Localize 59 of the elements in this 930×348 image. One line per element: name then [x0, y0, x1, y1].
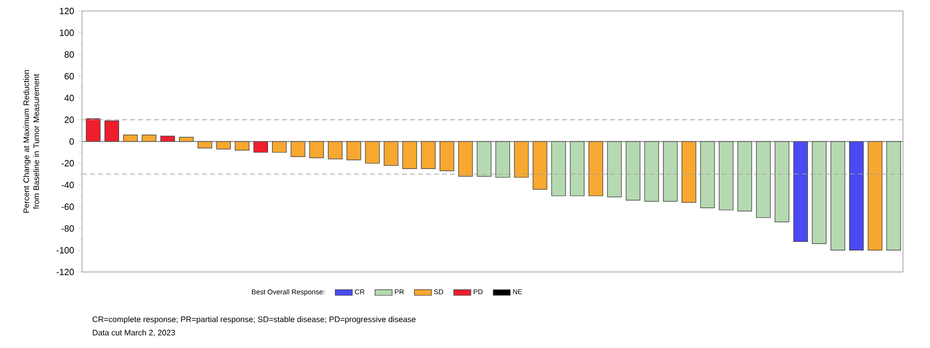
- bar: [346, 141, 362, 160]
- y-tick-label: 40: [64, 94, 74, 102]
- bar: [532, 141, 548, 190]
- bar: [607, 141, 622, 198]
- bar: [756, 141, 771, 218]
- bar: [123, 134, 138, 142]
- y-tick-label: 60: [64, 73, 74, 80]
- bar: [290, 141, 306, 158]
- bar: [160, 136, 175, 142]
- y-tick-label: 0: [70, 138, 74, 145]
- bar: [718, 141, 734, 210]
- bar: [886, 141, 901, 251]
- bar: [737, 141, 752, 212]
- y-tick-label: 100: [60, 30, 74, 36]
- y-tick-label: -20: [62, 160, 74, 166]
- bar: [420, 141, 436, 169]
- bar: [495, 141, 510, 178]
- bar: [830, 141, 846, 251]
- y-tick-label: -100: [56, 247, 74, 254]
- bar: [514, 141, 529, 178]
- bar: [253, 141, 268, 153]
- bar: [682, 141, 696, 203]
- bar: [551, 141, 566, 196]
- bar: [198, 141, 212, 148]
- bar: [216, 141, 231, 150]
- bar: [588, 141, 604, 196]
- y-tick-label: -60: [62, 204, 74, 210]
- bar: [234, 141, 250, 150]
- y-axis-title: Percent Change at Maximum Reduction from Baseline in Tumor Measurement: [23, 70, 40, 213]
- bar: [458, 141, 473, 177]
- bar: [384, 141, 398, 166]
- bar: [868, 141, 882, 251]
- bar: [700, 141, 715, 208]
- bar: [365, 141, 380, 164]
- y-tick-label: 120: [60, 8, 74, 14]
- bar: [104, 120, 120, 142]
- bar: [849, 141, 864, 251]
- bar: [626, 141, 640, 201]
- bar: [272, 141, 287, 153]
- bar: [663, 141, 678, 202]
- bar: [328, 141, 342, 160]
- bar: [402, 141, 417, 169]
- bar: [86, 118, 100, 142]
- y-tick-label: -120: [56, 268, 74, 276]
- bar: [440, 141, 454, 172]
- y-tick-label: 80: [64, 51, 74, 58]
- bar: [142, 134, 156, 142]
- y-tick-label: -40: [62, 182, 74, 188]
- y-tick-label: 20: [64, 116, 74, 123]
- bar: [309, 141, 324, 158]
- text: CR=complete response; PR=partial response; SD=stable disease; PD=progressive disease: [92, 316, 416, 324]
- bar: [570, 141, 584, 196]
- y-tick-label: -80: [62, 225, 74, 232]
- bar: [812, 141, 826, 244]
- bar: [774, 141, 790, 222]
- bar: [793, 141, 808, 242]
- bar: [476, 141, 492, 177]
- text: Data cut March 2, 2023: [92, 330, 175, 336]
- bar: [644, 141, 659, 202]
